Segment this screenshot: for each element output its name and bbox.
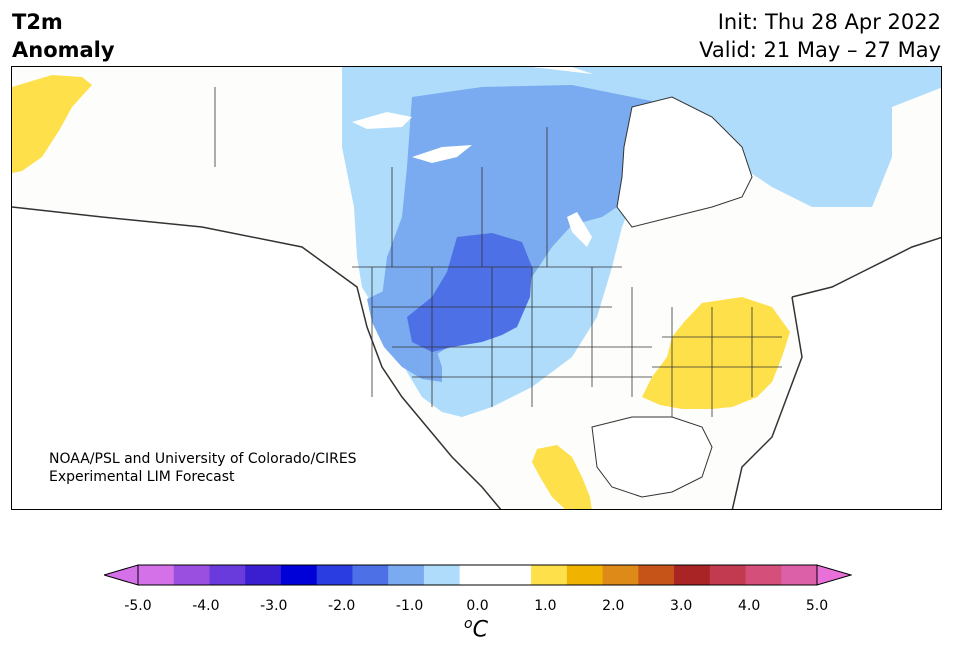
colorbar-cell <box>280 565 318 585</box>
colorbar-tick-label: -2.0 <box>328 598 356 614</box>
colorbar-tick-label: 2.0 <box>602 598 625 614</box>
colorbar-cell <box>173 565 210 585</box>
great-bear-lake <box>352 112 412 129</box>
anomaly-alaska-warm <box>12 75 92 173</box>
colorbar-tick-label: 0.0 <box>466 598 489 614</box>
colorbar-tick-label: 4.0 <box>737 598 761 614</box>
title-line-2: Anomaly <box>12 38 115 62</box>
forecast-dates: Init: Thu 28 Apr 2022 Valid: 21 May – 27… <box>699 8 941 64</box>
colorbar-tick-label: 3.0 <box>670 598 693 614</box>
unit-superscript: o <box>464 616 473 632</box>
hudson-bay <box>616 96 753 228</box>
colorbar-cell <box>709 565 747 585</box>
map-title: T2m Anomaly <box>12 8 115 64</box>
map-canvas <box>12 67 941 509</box>
colorbar-frame <box>137 564 818 586</box>
colorbar-tick-label: 1.0 <box>534 598 557 614</box>
anomaly-cool-core <box>407 233 532 352</box>
colorbar-cell <box>781 565 818 585</box>
anomaly-map <box>11 66 942 510</box>
coastline <box>12 206 502 509</box>
colorbar-cell <box>138 565 175 585</box>
admin-borders <box>214 87 782 417</box>
anomaly-arctic-cool <box>572 67 941 207</box>
colorbar-cell <box>674 565 711 585</box>
colorbar-cell <box>423 565 461 585</box>
colorbar-unit: oC <box>464 616 488 642</box>
valid-date: Valid: 21 May – 27 May <box>699 38 941 62</box>
atlantic-ocean <box>732 237 941 509</box>
credit-text: NOAA/PSL and University of Colorado/CIRE… <box>49 450 357 486</box>
colorbar-cell <box>316 565 353 585</box>
colorbar-cell <box>495 565 532 585</box>
colorbar-cells <box>138 565 818 585</box>
colorbar-cell <box>638 565 675 585</box>
colorbar <box>104 564 852 586</box>
colorbar-cell <box>388 565 425 585</box>
lake-winnipeg <box>567 212 592 247</box>
gulf-of-mexico <box>591 416 713 498</box>
colorbar-tick-label: -5.0 <box>124 598 152 614</box>
colorbar-cell <box>566 565 604 585</box>
colorbar-tick-label: -3.0 <box>260 598 288 614</box>
colorbar-cell <box>745 565 782 585</box>
unit-base: C <box>472 617 488 643</box>
colorbar-under-arrow <box>104 564 139 586</box>
credit-line-2: Experimental LIM Forecast <box>49 469 235 485</box>
colorbar-cell <box>602 565 639 585</box>
colorbar-cell <box>531 565 568 585</box>
credit-line-1: NOAA/PSL and University of Colorado/CIRE… <box>49 451 357 467</box>
coastline-east <box>731 236 941 509</box>
colorbar-cell <box>352 565 389 585</box>
colorbar-cell <box>245 565 282 585</box>
title-line-1: T2m <box>12 10 63 34</box>
anomaly-west-cool-medium <box>367 287 442 382</box>
colorbar-tick-label: -4.0 <box>192 598 220 614</box>
great-slave-lake <box>412 145 472 163</box>
colorbar-cell <box>459 565 496 585</box>
pacific-ocean <box>12 207 501 509</box>
init-date: Init: Thu 28 Apr 2022 <box>717 10 941 34</box>
colorbar-tick-label: 5.0 <box>805 598 829 614</box>
colorbar-cell <box>209 565 246 585</box>
colorbar-tick-label: -1.0 <box>395 598 424 614</box>
anomaly-mexico-warm <box>532 445 592 509</box>
colorbar-over-arrow <box>816 564 852 586</box>
anomaly-southeast-warm <box>642 297 790 409</box>
